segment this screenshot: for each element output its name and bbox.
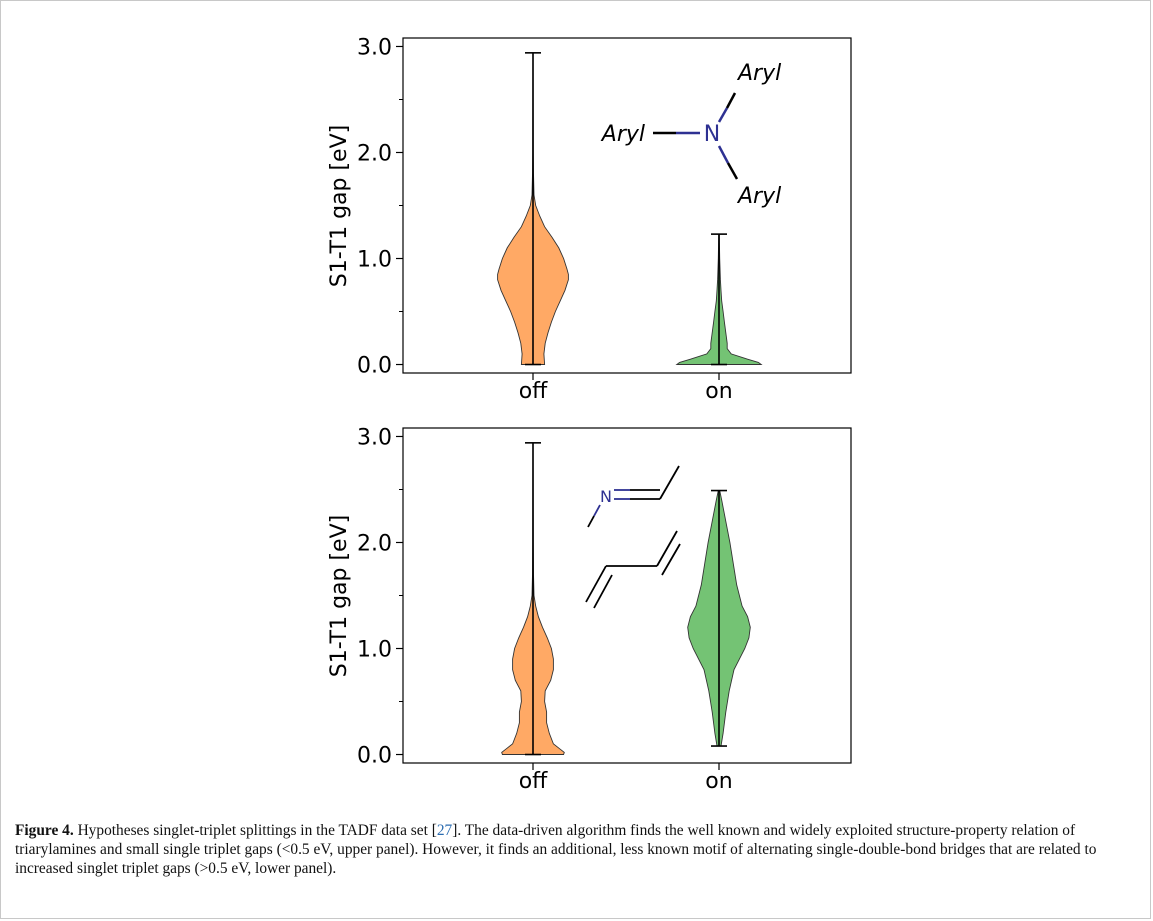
- atom-label-aryl-left: Aryl: [600, 122, 645, 147]
- lower-plot-frame: [402, 427, 852, 764]
- ytick-label: 3.0: [357, 35, 392, 60]
- ytick-label: 0.0: [357, 354, 392, 379]
- upper-plot-frame: [402, 37, 852, 374]
- lower-ylabel: S1-T1 gap [eV]: [327, 515, 352, 677]
- atom-label-aryl-bottom: Aryl: [736, 184, 781, 209]
- triarylamine-structure: N Aryl Aryl Aryl: [600, 61, 781, 209]
- atom-label-aryl-top: Aryl: [736, 61, 781, 86]
- lower-xtick-on: on: [705, 769, 732, 794]
- atom-label-n: N: [704, 122, 720, 147]
- lower-violins: [501, 442, 751, 756]
- ytick-label: 1.0: [357, 638, 392, 663]
- ytick-label: 0.0: [357, 744, 392, 769]
- figure-panels: 0.0 1.0 2.0 3.0 off on S1-T1 gap [eV] N Ary…: [327, 35, 852, 794]
- lower-panel: 0.0 1.0 2.0 3.0 off on S1-T1 gap [eV] N: [327, 425, 852, 794]
- lower-xtick-off: off: [519, 769, 548, 794]
- upper-violins: [497, 52, 763, 366]
- ytick-label: 2.0: [357, 141, 392, 166]
- ytick-label: 3.0: [357, 425, 392, 450]
- ytick-label: 1.0: [357, 248, 392, 273]
- single-double-bond-structure: N: [585, 465, 681, 609]
- upper-y-ticks: 0.0 1.0 2.0 3.0: [357, 35, 720, 380]
- caption-lead: Figure 4.: [15, 822, 74, 839]
- figure-caption: Figure 4. Hypotheses singlet-triplet spl…: [15, 821, 1140, 878]
- upper-xtick-on: on: [705, 379, 732, 404]
- lower-y-ticks: 0.0 1.0 2.0 3.0: [357, 425, 720, 770]
- caption-citation-link[interactable]: 27: [436, 822, 453, 839]
- upper-xtick-off: off: [519, 379, 548, 404]
- caption-text-a: Hypotheses singlet-triplet splittings in…: [73, 822, 437, 839]
- ytick-label: 2.0: [357, 531, 392, 556]
- upper-ylabel: S1-T1 gap [eV]: [327, 125, 352, 287]
- upper-panel: 0.0 1.0 2.0 3.0 off on S1-T1 gap [eV] N Ary…: [327, 35, 852, 404]
- atom-label-n-lower: N: [600, 487, 612, 506]
- caption-text-b: ]. The data-driven algorithm finds the w…: [15, 822, 1097, 877]
